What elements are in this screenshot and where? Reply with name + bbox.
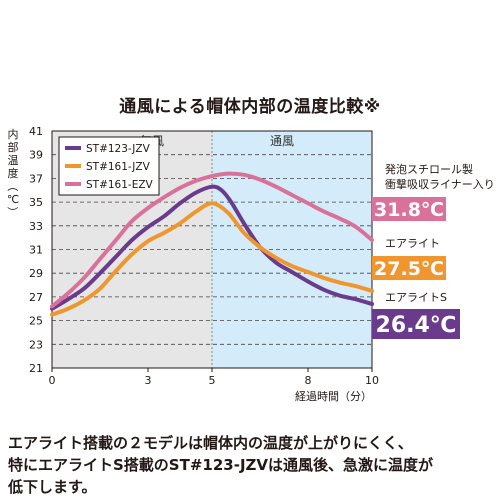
line-chart: 無風通風 2123252729313335373941035810内部温度（℃）… — [6, 125, 495, 403]
plot-frame — [51, 130, 373, 369]
y-tick-label: 21 — [29, 362, 43, 375]
y-tick-label: 39 — [29, 149, 43, 162]
series-line — [50, 171, 374, 309]
end-value-badge — [372, 256, 446, 280]
end-value-text: 27.5℃ — [374, 258, 444, 280]
y-axis-label-char: 度 — [8, 166, 19, 180]
y-tick-label: 37 — [29, 172, 43, 185]
end-value-text: 31.8℃ — [374, 199, 444, 221]
x-tick-label: 3 — [145, 374, 152, 387]
y-axis-label-char: 温 — [8, 154, 19, 167]
caption-line: 低下します。 — [8, 478, 97, 496]
y-tick-label: 31 — [29, 244, 43, 257]
y-axis-label-char: ℃ — [7, 193, 19, 206]
region-label: 通風 — [270, 134, 294, 148]
y-tick-label: 41 — [29, 125, 43, 138]
end-label: エアライトS — [385, 291, 447, 304]
series-line — [50, 201, 374, 317]
caption: エアライト搭載の２モデルは帽体内の温度が上がりにくく、 特にエアライトS搭載のS… — [8, 432, 496, 498]
x-tick-label: 10 — [365, 374, 379, 387]
x-tick-label: 8 — [305, 374, 312, 387]
y-axis-label-char: ） — [6, 207, 19, 218]
y-tick-label: 29 — [29, 267, 43, 280]
end-label: 衝撃吸収ライナー入り — [385, 177, 495, 191]
series-line — [50, 184, 374, 311]
y-axis-label-char: 部 — [8, 140, 19, 154]
y-tick-label: 33 — [29, 220, 43, 233]
legend-entry: ST#161-JZV — [86, 161, 151, 173]
x-axis-label: 経過時間（分） — [295, 390, 372, 403]
legend-entry: ST#161-EZV — [86, 179, 154, 191]
y-tick-label: 23 — [29, 338, 43, 351]
y-tick-label: 27 — [29, 291, 43, 304]
y-tick-label: 35 — [29, 196, 43, 209]
end-value-text: 26.4℃ — [376, 313, 457, 338]
end-value-badge — [372, 197, 446, 221]
caption-line: 特にエアライトS搭載のST#123-JZVは通風後、急激に温度が — [8, 456, 434, 474]
x-tick-label: 5 — [209, 374, 216, 387]
y-axis-label-char: （ — [6, 181, 19, 192]
y-tick-label: 25 — [29, 315, 43, 328]
end-label: エアライト — [385, 237, 440, 250]
end-value-badge — [372, 309, 460, 339]
y-axis-label-char: 内 — [8, 127, 19, 141]
chart-title: 通風による帽体内部の温度比較※ — [119, 97, 381, 117]
x-tick-label: 0 — [49, 374, 56, 387]
end-label: 発泡スチロール製 — [385, 162, 473, 176]
caption-line: エアライト搭載の２モデルは帽体内の温度が上がりにくく、 — [8, 434, 413, 452]
legend-entry: ST#123-JZV — [86, 143, 151, 155]
